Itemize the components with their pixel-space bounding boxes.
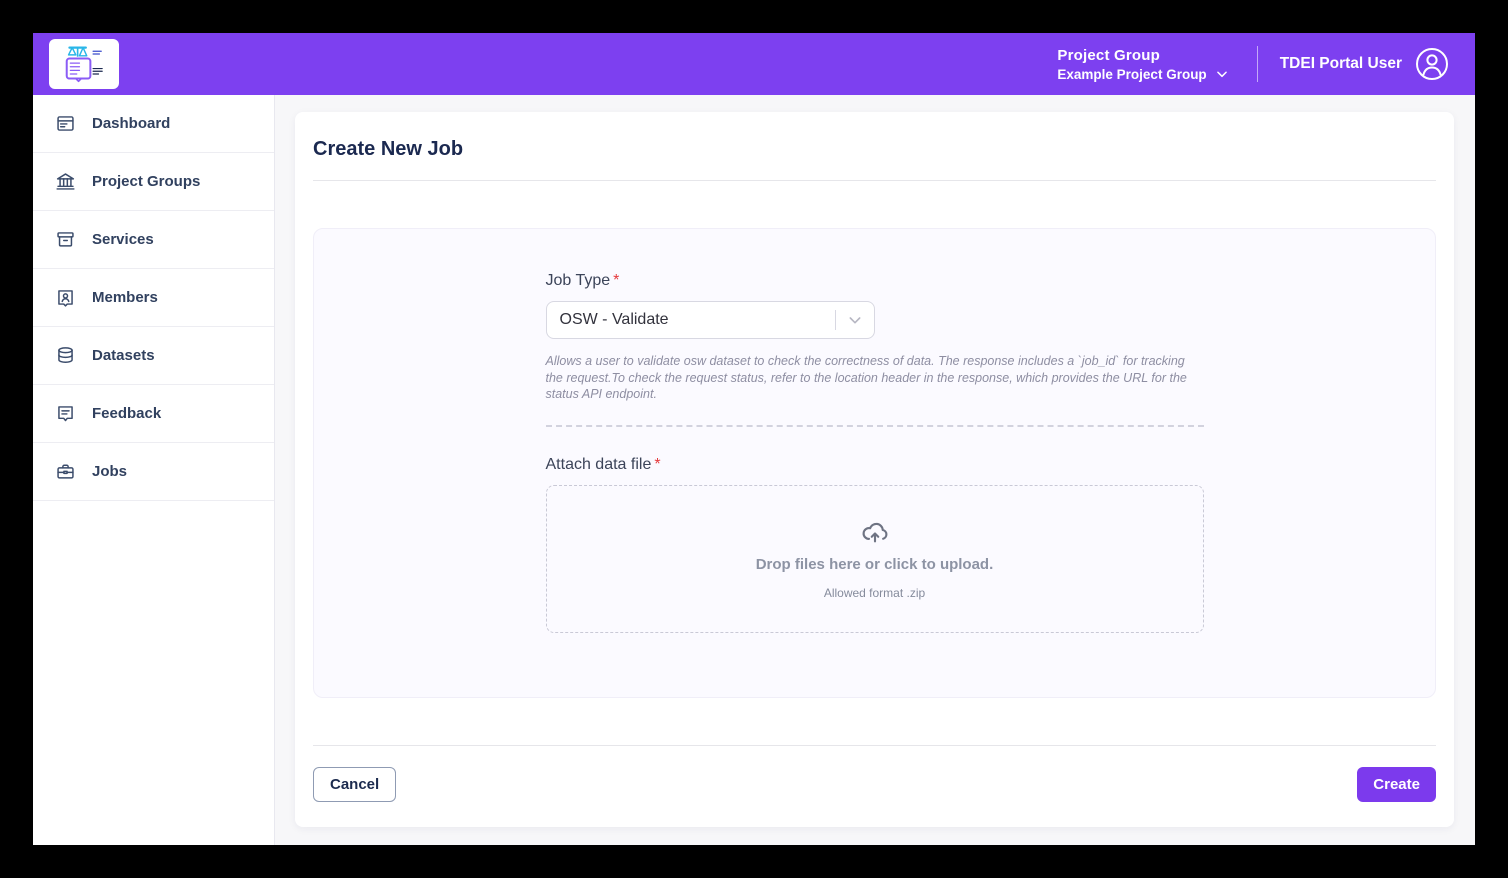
form-panel: Job Type * OSW - Validate Allows a user t… xyxy=(313,228,1436,698)
sidebar-item-label: Datasets xyxy=(92,347,155,364)
page-title: Create New Job xyxy=(313,138,464,160)
footer-divider xyxy=(313,745,1436,746)
create-button[interactable]: Create xyxy=(1357,767,1436,802)
main-area: Create New Job Job Type * OSW - Validate xyxy=(275,95,1475,845)
sidebar-item-label: Dashboard xyxy=(92,115,171,132)
sidebar-item-feedback[interactable]: Feedback xyxy=(33,385,274,443)
job-type-description: Allows a user to validate osw dataset to… xyxy=(545,354,1187,401)
job-type-selected-value: OSW - Validate xyxy=(559,311,669,328)
dropzone-text: Drop files here or click to upload. xyxy=(755,556,994,573)
project-group-selector[interactable]: Project Group Example Project Group xyxy=(1057,47,1228,82)
job-type-label: Job Type * xyxy=(546,272,1204,290)
briefcase-icon xyxy=(57,464,74,479)
sidebar-item-jobs[interactable]: Jobs xyxy=(33,443,274,501)
cloud-upload-icon xyxy=(862,522,887,543)
message-icon xyxy=(58,406,73,422)
sidebar-item-members[interactable]: Members xyxy=(33,269,274,327)
sidebar-item-label: Members xyxy=(92,289,158,306)
sidebar-item-project-groups[interactable]: Project Groups xyxy=(33,153,274,211)
form-actions: Cancel Create xyxy=(313,767,1436,802)
sidebar-item-datasets[interactable]: Datasets xyxy=(33,327,274,385)
top-header: Project Group Example Project Group TDEI… xyxy=(33,33,1475,95)
app-body: Dashboard Project Groups xyxy=(33,95,1475,845)
user-name: TDEI Portal User xyxy=(1279,55,1402,72)
sidebar-item-label: Project Groups xyxy=(92,173,201,190)
app-logo[interactable] xyxy=(49,39,119,89)
chevron-down-icon xyxy=(1216,71,1227,78)
app-window: Project Group Example Project Group TDEI… xyxy=(33,33,1475,845)
sidebar-item-dashboard[interactable]: Dashboard xyxy=(33,95,274,153)
attach-file-label-text: Attach data file xyxy=(545,455,652,473)
allowed-format-text: Allowed format .zip xyxy=(823,586,926,600)
header-right: Project Group Example Project Group TDEI… xyxy=(1057,46,1449,82)
sidebar: Dashboard Project Groups xyxy=(33,95,275,845)
required-asterisk: * xyxy=(654,455,661,473)
create-job-card: Create New Job Job Type * OSW - Validate xyxy=(295,112,1454,827)
job-type-select[interactable]: OSW - Validate xyxy=(545,301,875,339)
sidebar-item-label: Jobs xyxy=(92,463,128,480)
sidebar-item-label: Services xyxy=(92,231,154,248)
attach-file-label: Attach data file * xyxy=(546,456,1204,474)
job-type-label-text: Job Type xyxy=(545,272,611,289)
project-group-value: Example Project Group xyxy=(1057,66,1207,82)
dashboard-icon xyxy=(57,116,74,131)
project-group-value-row: Example Project Group xyxy=(1057,67,1228,82)
sidebar-item-services[interactable]: Services xyxy=(33,211,274,269)
sidebar-item-label: Feedback xyxy=(92,405,162,422)
select-chevron-down-icon xyxy=(836,312,874,328)
tdei-logo-icon xyxy=(65,46,103,83)
header-divider xyxy=(1256,46,1258,82)
section-dashed-divider xyxy=(545,424,1204,427)
archive-box-icon xyxy=(57,232,74,247)
form-column: Job Type * OSW - Validate Allows a user t… xyxy=(545,229,1204,633)
member-badge-icon xyxy=(58,290,73,307)
bank-icon xyxy=(56,173,75,190)
user-menu[interactable]: TDEI Portal User xyxy=(1280,47,1449,81)
database-icon xyxy=(58,347,73,363)
select-separator xyxy=(834,310,836,330)
user-avatar-icon xyxy=(1416,48,1448,80)
title-divider xyxy=(313,180,1436,181)
project-group-label: Project Group xyxy=(1057,46,1161,64)
required-asterisk: * xyxy=(613,272,620,289)
file-dropzone[interactable]: Drop files here or click to upload. Allo… xyxy=(545,484,1204,633)
cancel-button[interactable]: Cancel xyxy=(313,767,397,802)
